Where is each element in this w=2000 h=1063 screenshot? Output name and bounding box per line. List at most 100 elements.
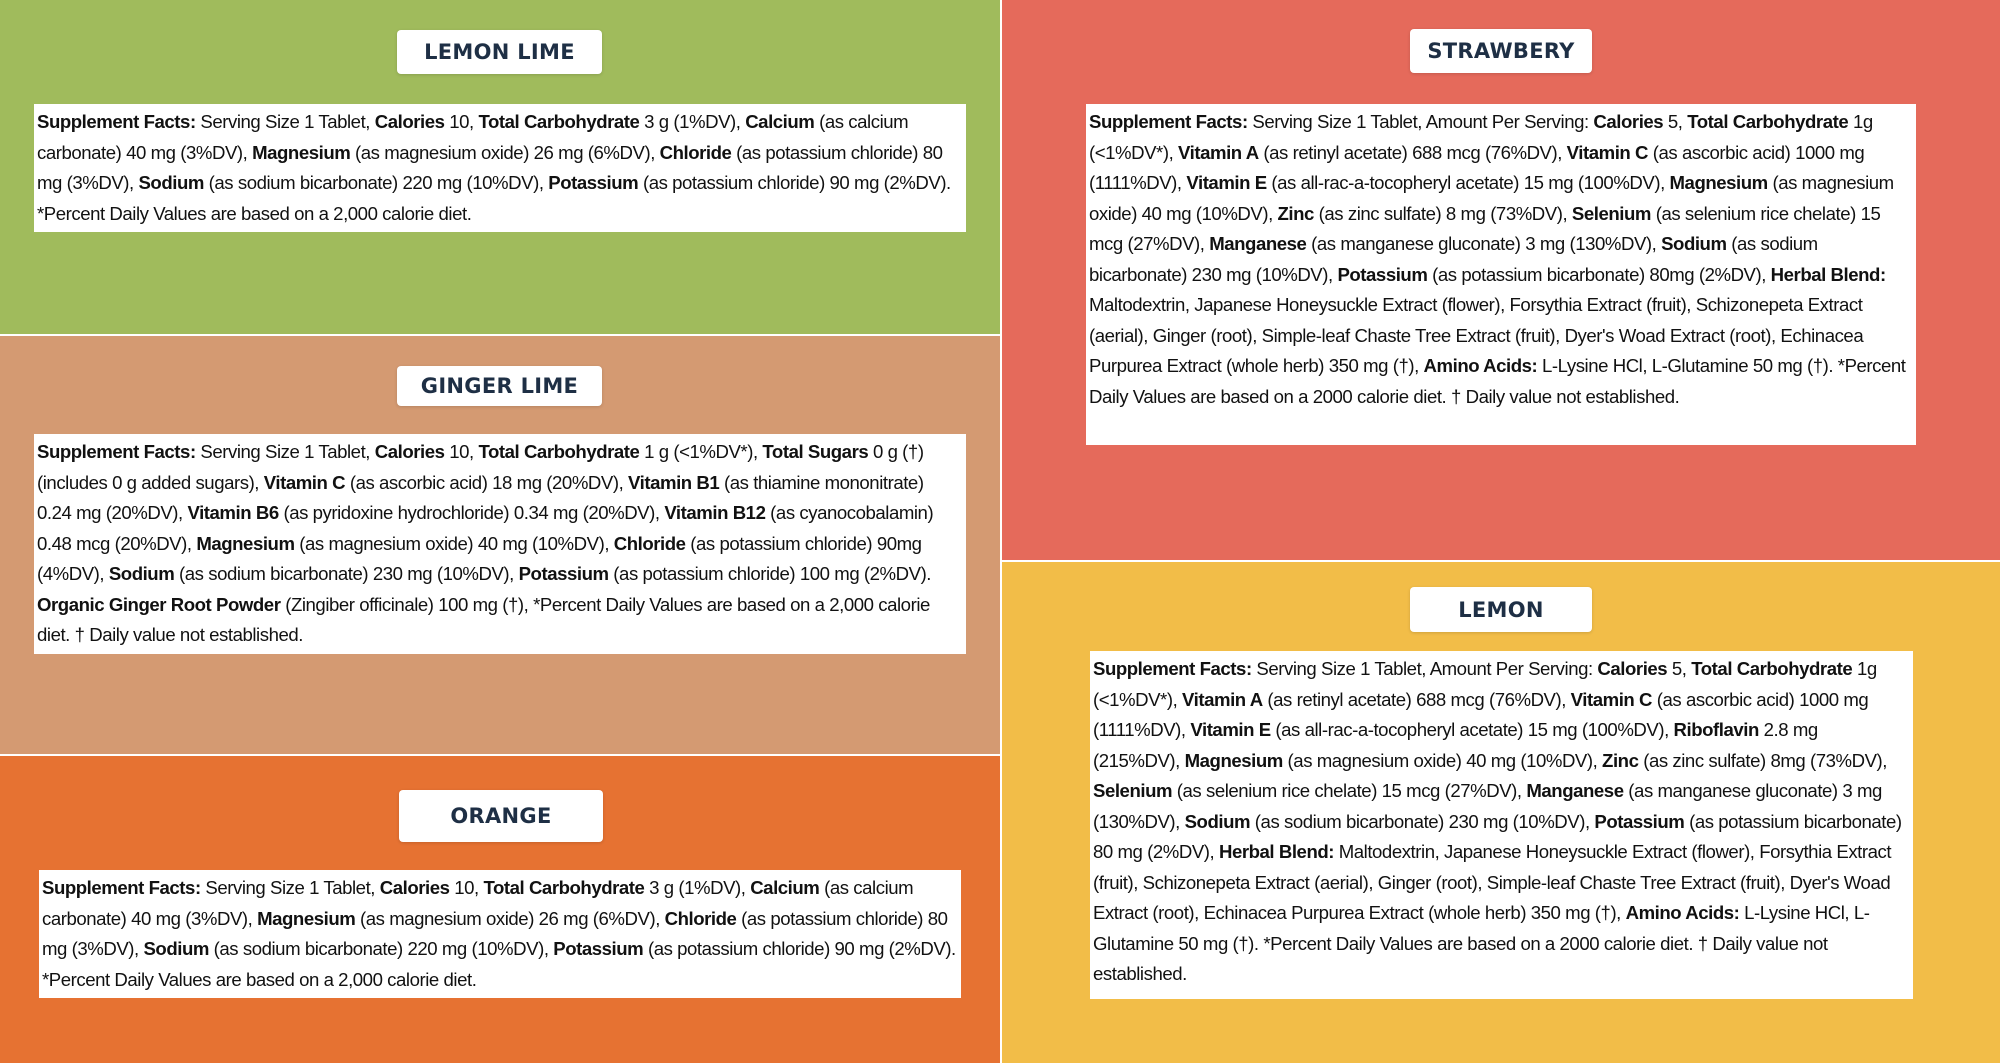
nutrient-label: Vitamin C [263, 471, 346, 493]
nutrient-detail: (as potassium chloride) 80 mg (3%DV), [37, 141, 943, 194]
nutrient-label: Supplement Facts: [1093, 658, 1252, 679]
nutrient-detail: (as retinyl acetate) 688 mcg (76%DV), [1258, 141, 1567, 163]
nutrient-detail: Maltodextrin, Japanese Honeysuckle Extra… [1089, 294, 1864, 376]
nutrient-label: Chloride [659, 141, 732, 163]
nutrient-label: Potassium [553, 938, 644, 959]
nutrient-detail: Serving Size 1 Tablet, [195, 111, 375, 132]
nutrient-label: Calories [374, 441, 445, 462]
nutrient-label: Vitamin C [1566, 141, 1649, 163]
nutrient-label: Magnesium [1184, 749, 1284, 771]
nutrient-detail: (as calcium carbonate) 40 mg (3%DV), [42, 877, 914, 929]
nutrient-detail: (as potassium chloride) 100 mg (2%DV). [608, 563, 932, 584]
nutrient-detail: (as magnesium oxide) 26 mg (6%DV), [355, 907, 665, 929]
nutrient-label: Chloride [613, 532, 686, 554]
nutrient-label: Herbal Blend: [1218, 841, 1334, 862]
nutrient-detail: (as calcium carbonate) 40 mg (3%DV), [37, 111, 909, 163]
nutrient-detail: (as magnesium oxide) 26 mg (6%DV), [350, 141, 660, 163]
nutrient-detail: (as potassium bicarbonate) 80 mg (2%DV), [1093, 810, 1902, 863]
nutrient-detail: (as thiamine mononitrate) 0.24 mg (20%DV… [37, 471, 924, 524]
nutrient-detail: Serving Size 1 Tablet, [195, 441, 375, 462]
panel-title: LEMON [1410, 587, 1592, 632]
nutrient-detail: 5, [1663, 111, 1688, 132]
nutrient-detail: (as sodium bicarbonate) 230 mg (10%DV), [1250, 810, 1595, 832]
nutrient-detail: (as sodium bicarbonate) 230 mg (10%DV), [174, 563, 519, 584]
panel-ginger-lime: GINGER LIME Supplement Facts: Serving Si… [0, 336, 1000, 754]
nutrient-label: Amino Acids: [1625, 902, 1740, 923]
nutrient-label: Total Carbohydrate [478, 111, 640, 132]
panel-title: LEMON LIME [397, 30, 602, 74]
nutrient-label: Sodium [1184, 810, 1251, 832]
nutrient-label: Supplement Facts: [42, 877, 201, 898]
nutrient-detail: (as ascorbic acid) 1000 mg (1111%DV), [1093, 688, 1869, 741]
nutrient-detail: (as cyanocobalamin) 0.48 mcg (20%DV), [37, 502, 934, 554]
nutrient-detail: (as selenium rice chelate) 15 mcg (27%DV… [1172, 780, 1527, 801]
nutrient-detail: (as potassium chloride) 90 mg (2%DV). *P… [37, 172, 951, 224]
nutrient-label: Supplement Facts: [37, 111, 196, 132]
nutrient-detail: (as all-rac-a-tocopheryl acetate) 15 mg … [1270, 719, 1674, 740]
nutrient-label: Vitamin B6 [187, 502, 279, 523]
nutrient-label: Potassium [548, 172, 639, 193]
nutrient-detail: 10, [444, 441, 479, 462]
panel-title: STRAWBERY [1410, 29, 1592, 73]
nutrient-label: Total Carbohydrate [1691, 658, 1853, 679]
nutrient-detail: (as pyridoxine hydrochloride) 0.34 mg (2… [278, 502, 665, 523]
nutrient-detail: (as ascorbic acid) 18 mg (20%DV), [345, 471, 629, 493]
nutrient-detail: 10, [449, 877, 484, 898]
nutrient-label: Zinc [1277, 202, 1315, 224]
nutrient-label: Vitamin E [1190, 719, 1271, 740]
nutrient-label: Magnesium [196, 532, 295, 554]
nutrient-detail: (as potassium chloride) 80 mg (3%DV), [42, 907, 948, 960]
nutrient-detail: (as sodium bicarbonate) 220 mg (10%DV), [208, 938, 554, 959]
nutrient-label: Amino Acids: [1423, 355, 1538, 376]
nutrient-detail: (as manganese gluconate) 3 mg (130%DV), [1093, 780, 1882, 832]
nutrient-detail: L-Lysine HCl, L-Glutamine 50 mg (†). *Pe… [1093, 902, 1870, 984]
nutrient-detail: (as sodium bicarbonate) 220 mg (10%DV), [203, 172, 549, 193]
nutrient-detail: 5, [1667, 658, 1692, 679]
nutrient-label: Potassium [518, 563, 609, 584]
nutrient-label: Sodium [108, 563, 175, 584]
nutrient-label: Vitamin A [1182, 688, 1263, 710]
nutrient-label: Potassium [1594, 810, 1685, 832]
nutrient-detail: (as selenium rice chelate) 15 mcg (27%DV… [1089, 202, 1881, 255]
nutrient-label: Vitamin B1 [628, 471, 720, 493]
nutrient-detail: (as ascorbic acid) 1000 mg (1111%DV), [1089, 141, 1865, 194]
nutrient-detail: 2.8 mg (215%DV), [1093, 719, 1818, 771]
nutrient-detail: (as potassium chloride) 90mg (4%DV), [37, 532, 922, 585]
nutrient-detail: 10, [444, 111, 479, 132]
nutrient-detail: Serving Size 1 Tablet, Amount Per Servin… [1251, 658, 1598, 679]
nutrient-label: Magnesium [257, 907, 356, 929]
nutrient-label: Vitamin C [1570, 688, 1653, 710]
supplement-facts: Supplement Facts: Serving Size 1 Tablet,… [39, 870, 961, 998]
nutrient-detail: 1 g (<1%DV*), [639, 441, 763, 462]
nutrient-label: Vitamin A [1178, 141, 1259, 163]
nutrient-label: Sodium [143, 938, 209, 959]
nutrient-label: Manganese [1209, 233, 1307, 254]
nutrient-detail: Serving Size 1 Tablet, [200, 877, 380, 898]
supplement-facts: Supplement Facts: Serving Size 1 Tablet,… [1090, 651, 1913, 999]
nutrient-detail: 3 g (1%DV), [639, 111, 746, 132]
nutrient-detail: (as all-rac-a-tocopheryl acetate) 15 mg … [1266, 172, 1670, 193]
nutrient-label: Selenium [1093, 780, 1173, 801]
nutrient-detail: 1g (<1%DV*), [1089, 111, 1873, 163]
nutrient-label: Magnesium [252, 141, 351, 163]
nutrient-label: Supplement Facts: [1089, 111, 1248, 132]
supplement-facts: Supplement Facts: Serving Size 1 Tablet,… [1086, 104, 1916, 445]
nutrient-label: Herbal Blend: [1770, 263, 1886, 285]
panel-lemon: LEMON Supplement Facts: Serving Size 1 T… [1002, 562, 2000, 1063]
nutrient-label: Vitamin B12 [664, 502, 766, 523]
nutrient-label: Calories [1597, 658, 1668, 679]
nutrient-label: Total Sugars [762, 441, 869, 462]
nutrient-detail: L-Lysine HCl, L-Glutamine 50 mg (†). *Pe… [1089, 355, 1906, 407]
nutrient-label: Calcium [745, 111, 815, 132]
nutrient-label: Vitamin E [1186, 172, 1267, 193]
nutrient-detail: (as manganese gluconate) 3 mg (130%DV), [1306, 233, 1662, 254]
panel-title: ORANGE [399, 790, 603, 842]
supplement-facts: Supplement Facts: Serving Size 1 Tablet,… [34, 104, 966, 232]
nutrient-label: Calcium [750, 877, 820, 898]
nutrient-label: Sodium [1661, 233, 1727, 254]
nutrient-label: Manganese [1526, 780, 1624, 801]
nutrient-label: Riboflavin [1673, 719, 1760, 740]
nutrient-detail: (as magnesium oxide) 40 mg (10%DV), [1089, 172, 1894, 224]
nutrient-label: Organic Ginger Root Powder [37, 593, 281, 615]
nutrient-detail: (as potassium chloride) 90 mg (2%DV). *P… [42, 938, 956, 990]
